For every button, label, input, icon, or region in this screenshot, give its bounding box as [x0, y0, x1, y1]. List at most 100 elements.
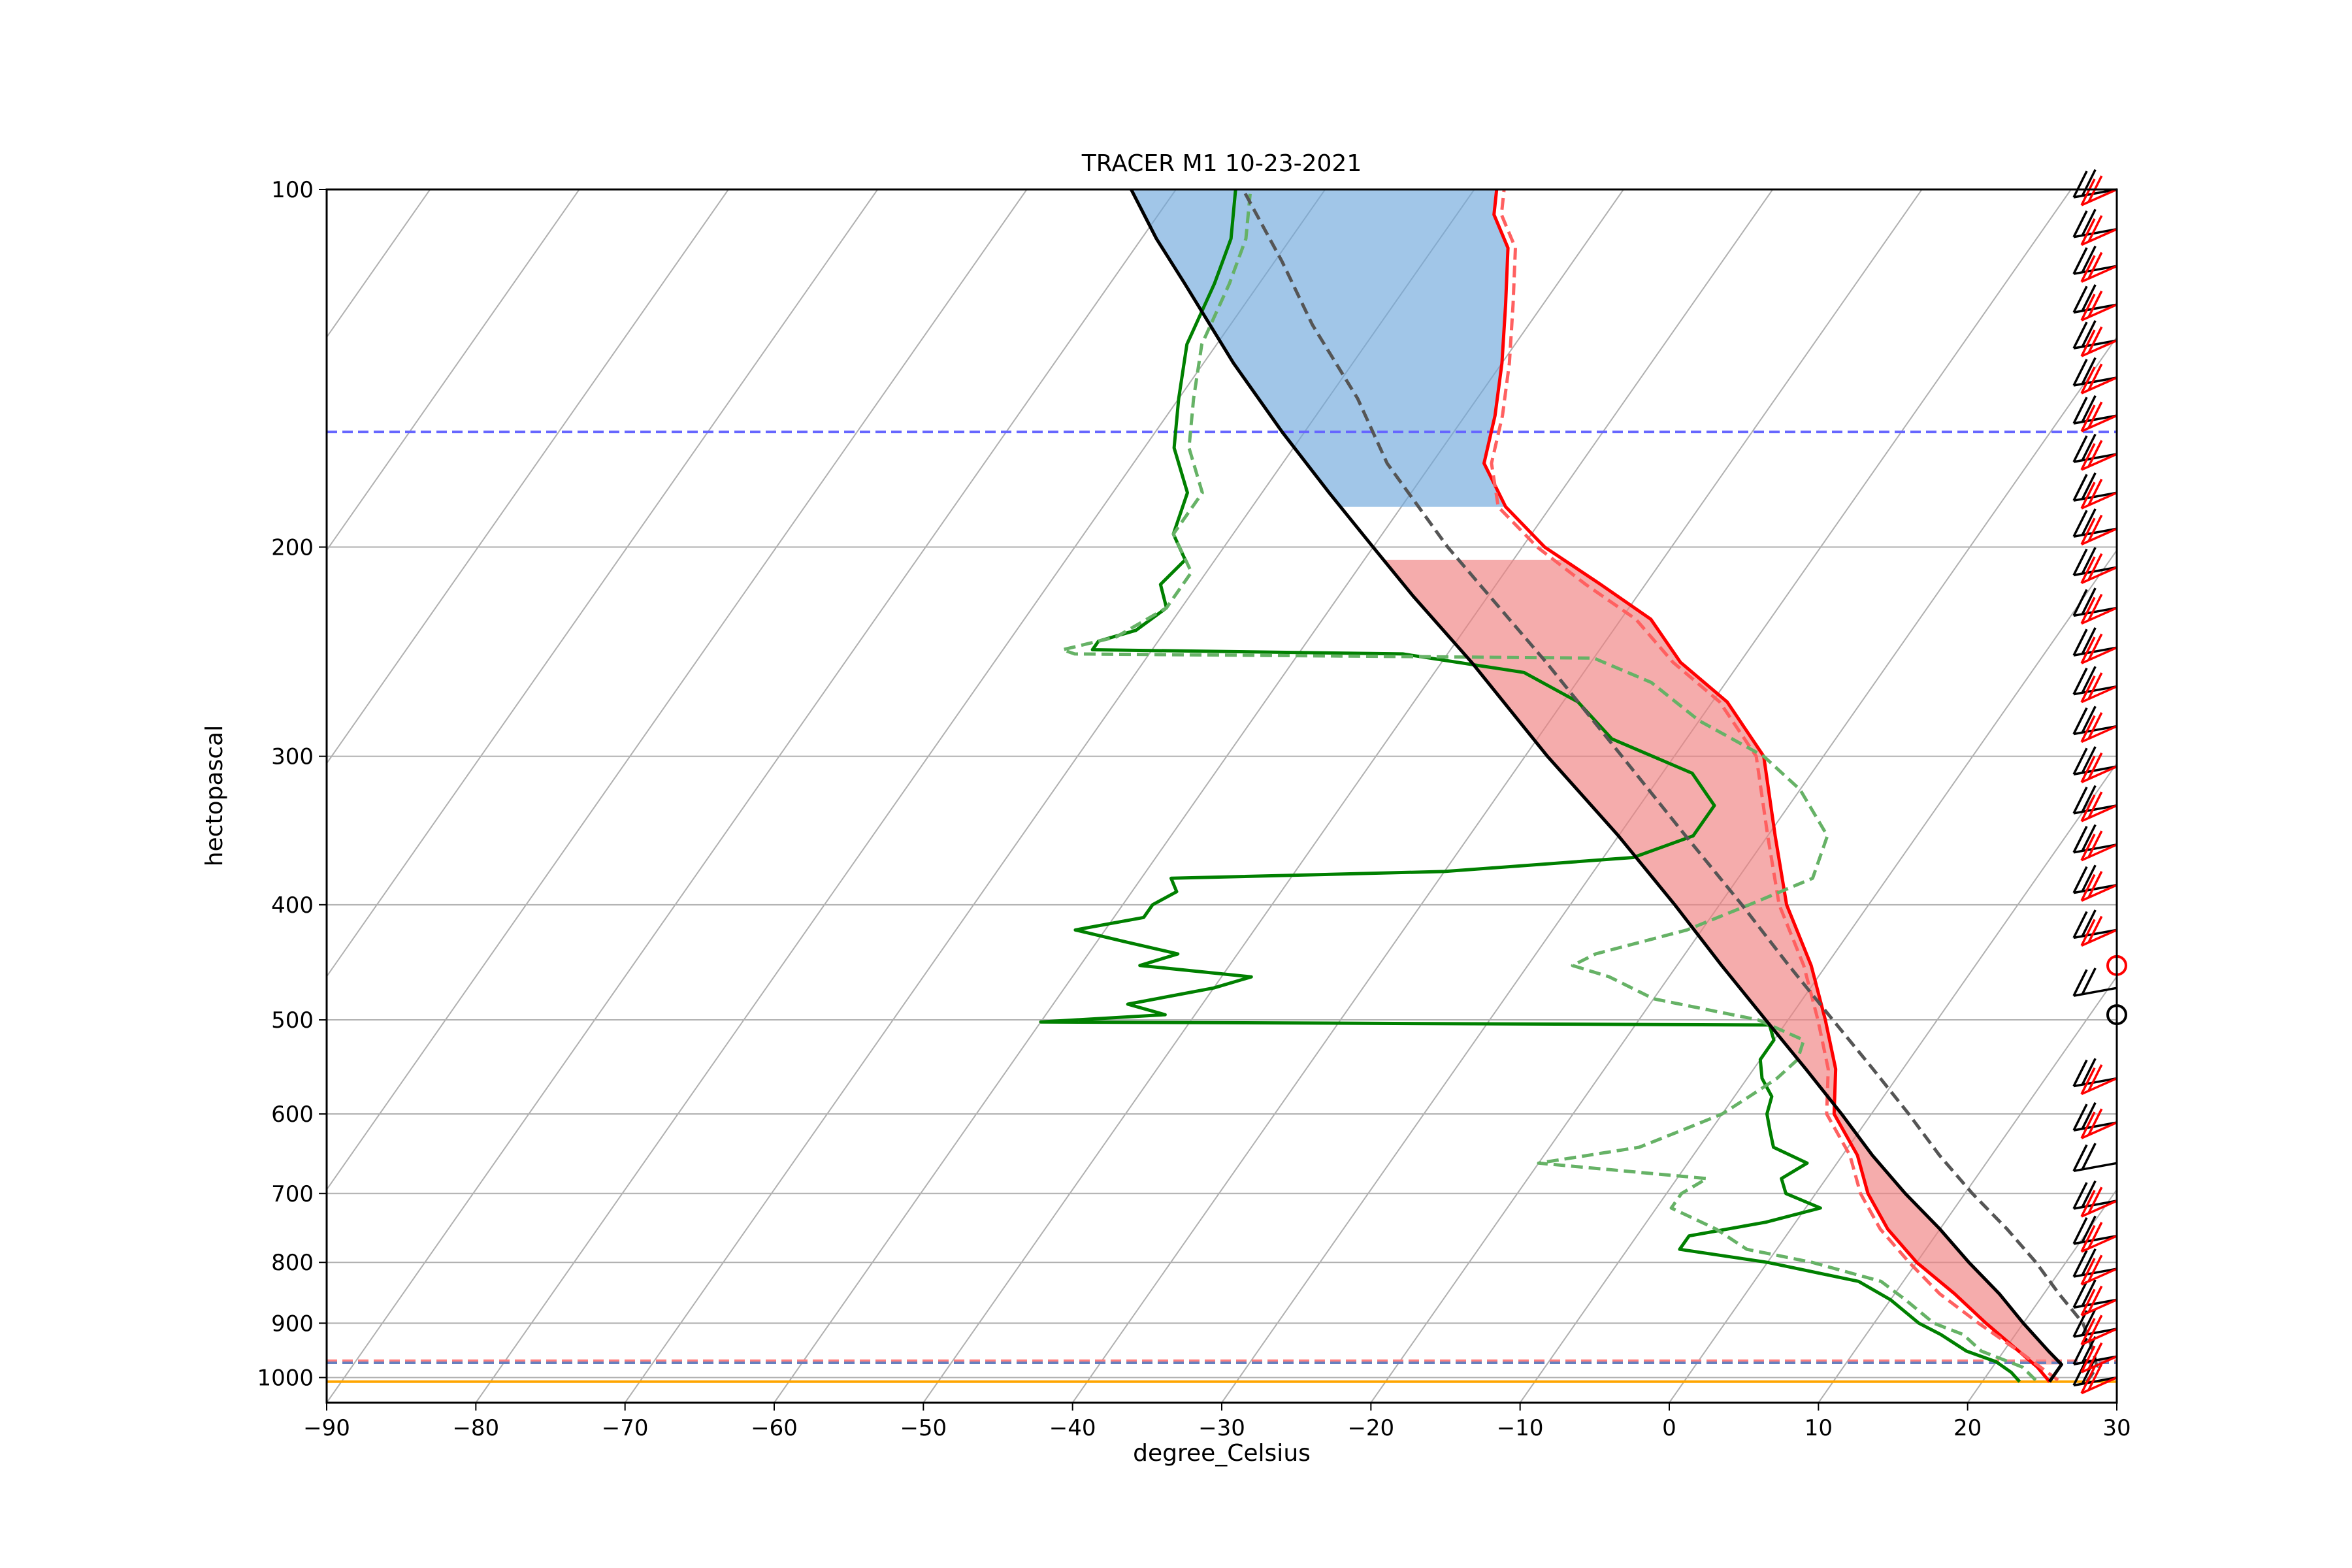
wind-barb-shaft	[2073, 566, 2117, 577]
x-tick-label: −10	[1497, 1415, 1544, 1441]
wind-barb-flag	[2087, 1186, 2103, 1214]
wind-barb	[2080, 871, 2117, 902]
wind-barb	[2072, 208, 2117, 238]
wind-barb-shaft	[2073, 339, 2117, 350]
wind-barb-shaft	[2073, 606, 2117, 617]
wind-barb-flag	[2080, 404, 2096, 432]
wind-barb-flag	[2072, 510, 2088, 538]
wind-barb-shaft	[2073, 987, 2117, 997]
wind-barb-shaft	[2073, 725, 2117, 736]
wind-barb-flag	[2081, 1102, 2097, 1130]
wind-barb	[2080, 752, 2117, 783]
wind-barb	[2072, 627, 2117, 657]
wind-barb-flag	[2080, 1258, 2096, 1285]
wind-barb-shaft	[2081, 414, 2117, 433]
wind-barb-flag	[2080, 1224, 2096, 1252]
x-tick-label: 30	[2102, 1415, 2131, 1441]
wind-barb-shaft	[2081, 228, 2117, 246]
wind-barb	[2080, 401, 2117, 433]
wind-barb-shaft	[2081, 339, 2117, 357]
wind-barb-flag	[2072, 826, 2088, 853]
wind-barb-flag	[2080, 293, 2096, 321]
isotherm-gridline	[2266, 189, 2352, 1403]
wind-barb	[2072, 472, 2117, 502]
wind-barb-flag	[2081, 824, 2097, 852]
wind-barb-flag	[2080, 1288, 2096, 1316]
wind-barb	[2080, 440, 2117, 471]
wind-barb-flag	[2072, 474, 2088, 501]
wind-barb-flag	[2072, 667, 2088, 695]
wind-barb-shaft	[2081, 646, 2117, 664]
x-tick-label: −70	[602, 1415, 649, 1441]
wind-barb	[2080, 711, 2117, 743]
wind-barb-flag	[2081, 706, 2097, 733]
wind-barb	[2072, 968, 2117, 997]
wind-barb-flag	[2081, 319, 2097, 348]
wind-barb-flag	[2072, 321, 2088, 349]
wind-barb	[2072, 319, 2117, 350]
wind-barb-flag	[2087, 514, 2103, 542]
isotherm-gridline	[327, 189, 729, 765]
y-tick-label: 300	[271, 744, 314, 770]
wind-barb-shaft	[2081, 843, 2117, 862]
isotherm-gridline	[327, 189, 1028, 1191]
wind-barb-flag	[2080, 834, 2096, 861]
wind-barb-flag	[2087, 711, 2103, 740]
wind-barb-shaft	[2073, 1162, 2117, 1173]
wind-barb	[2072, 357, 2117, 387]
wind-barb-flag	[2072, 787, 2088, 814]
wind-barb-shaft	[2081, 1200, 2117, 1218]
wind-barb-flag	[2072, 1281, 2088, 1309]
wind-barb	[2080, 514, 2117, 546]
wind-barb-flag	[2087, 1285, 2103, 1313]
wind-barb-shaft	[2073, 1267, 2117, 1278]
series	[1039, 189, 2099, 1383]
wind-barb	[2072, 666, 2117, 696]
wind-barb-flag	[2081, 357, 2097, 385]
wind-barb-shaft	[2073, 843, 2117, 854]
wind-barb-shaft	[2081, 928, 2117, 947]
wind-barb	[2072, 547, 2117, 577]
wind-barb-flag	[2080, 517, 2096, 546]
wind-barb-flag	[2072, 397, 2088, 424]
wind-barb-shaft	[2073, 1376, 2117, 1387]
wind-barb-flag	[2087, 401, 2103, 429]
wind-barb-flag	[2087, 478, 2103, 506]
wind-barb-shaft	[2081, 527, 2117, 546]
wind-barb-flag	[2087, 252, 2103, 280]
wind-barb-flag	[2081, 1215, 2097, 1243]
wind-barb-shaft	[2073, 928, 2117, 939]
wind-barb	[2080, 478, 2117, 510]
wind-barb-flag	[2081, 547, 2097, 574]
wind-barb-flag	[2087, 1064, 2103, 1092]
wind-barb-flag	[2072, 911, 2088, 939]
wind-barb-flag	[2087, 1108, 2103, 1136]
isotherm-gridline	[327, 189, 879, 978]
wind-barb-shaft	[2081, 303, 2117, 321]
wind-barb	[2072, 284, 2117, 314]
wind-barb-shaft	[2081, 1355, 2117, 1373]
wind-barb-shaft	[2081, 453, 2117, 471]
wind-barb-shaft	[2073, 1328, 2117, 1338]
wind-barb-flag	[2080, 255, 2096, 282]
wind-barb-shaft	[2073, 1121, 2117, 1132]
wind-barb	[2080, 1064, 2117, 1096]
wind-barb-flag	[2081, 627, 2097, 655]
series-line-3	[1060, 189, 2037, 1382]
wind-barb	[2080, 1285, 2117, 1316]
wind-barb-shaft	[2081, 884, 2117, 902]
isotherm-gridline	[2116, 1401, 2117, 1403]
wind-barb-shaft	[2073, 265, 2117, 275]
wind-barb-shaft	[2073, 685, 2117, 696]
wind-barb-flag	[2072, 1144, 2088, 1172]
wind-barb-flag	[2080, 178, 2096, 206]
shaded-region-cin	[1131, 189, 1508, 507]
wind-barb-flag	[2080, 482, 2096, 509]
wind-barb-flag	[2080, 1190, 2096, 1217]
wind-barbs	[2072, 169, 2127, 1395]
wind-barb	[2072, 1102, 2117, 1132]
wind-barb	[2072, 587, 2117, 617]
wind-barb-flag	[2080, 919, 2096, 947]
wind-barb-flag	[2081, 1279, 2097, 1307]
wind-barb	[2080, 633, 2117, 664]
